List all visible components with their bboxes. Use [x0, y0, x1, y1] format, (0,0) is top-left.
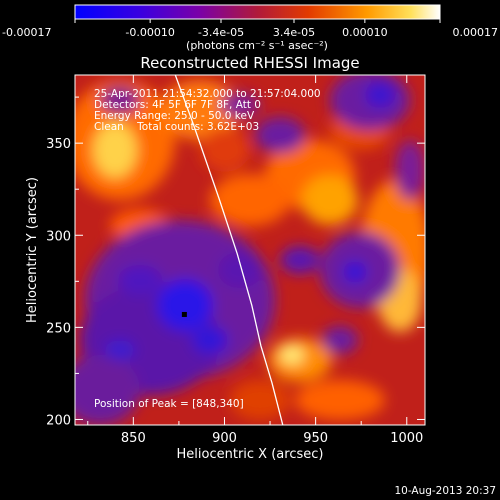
plot-title: Reconstructed RHESSI Image — [140, 54, 359, 72]
footer-timestamp: 10-Aug-2013 20:37 — [394, 485, 496, 497]
info-line-time: 25-Apr-2011 21:54:32.000 to 21:57:04.000 — [94, 88, 321, 100]
x-tick-label: 850 — [121, 431, 146, 446]
colorbar-tick-label: 3.4e-05 — [273, 26, 315, 39]
info-line-clean: Clean Total counts: 3.62E+03 — [94, 121, 259, 133]
x-tick-label: 1000 — [390, 431, 423, 446]
colorbar-tick-label: 0.00010 — [342, 26, 388, 39]
colorbar-tick-label: -0.00010 — [125, 26, 174, 39]
colorbar-tick-label: -0.00017 — [2, 26, 51, 39]
colorbar — [74, 4, 441, 20]
reconstructed-image — [75, 75, 425, 425]
info-block: 25-Apr-2011 21:54:32.000 to 21:57:04.000… — [94, 88, 321, 133]
x-tick-label: 950 — [303, 431, 328, 446]
info-line-energy: Energy Range: 25.0 - 50.0 keV — [94, 110, 255, 122]
peak-position-label: Position of Peak = [848,340] — [94, 398, 244, 410]
colorbar-tick-label: 0.00017 — [453, 26, 499, 39]
y-tick-label: 250 — [46, 321, 71, 336]
plot-frame — [74, 74, 426, 426]
info-line-detectors: Detectors: 4F 5F 6F 7F 8F, Att 0 — [94, 99, 261, 111]
x-tick-label: 900 — [212, 431, 237, 446]
colorbar-units: (photons cm⁻² s⁻¹ asec⁻²) — [186, 39, 328, 52]
y-tick-label: 350 — [46, 137, 71, 152]
colorbar-ticks: -0.00017 -0.00010 -3.4e-05 3.4e-05 0.00010 0.… — [2, 19, 498, 39]
y-tick-label: 200 — [46, 413, 71, 428]
x-axis-label: Heliocentric X (arcsec) — [177, 447, 324, 462]
peak-marker — [181, 311, 187, 317]
axis-ticks: 850 900 950 1000 200 250 300 350 — [46, 75, 425, 446]
y-tick-label: 300 — [46, 229, 71, 244]
solar-limb-line — [174, 75, 284, 425]
colorbar-tick-label: -3.4e-05 — [198, 26, 244, 39]
y-axis-label: Heliocentric Y (arcsec) — [25, 177, 40, 323]
